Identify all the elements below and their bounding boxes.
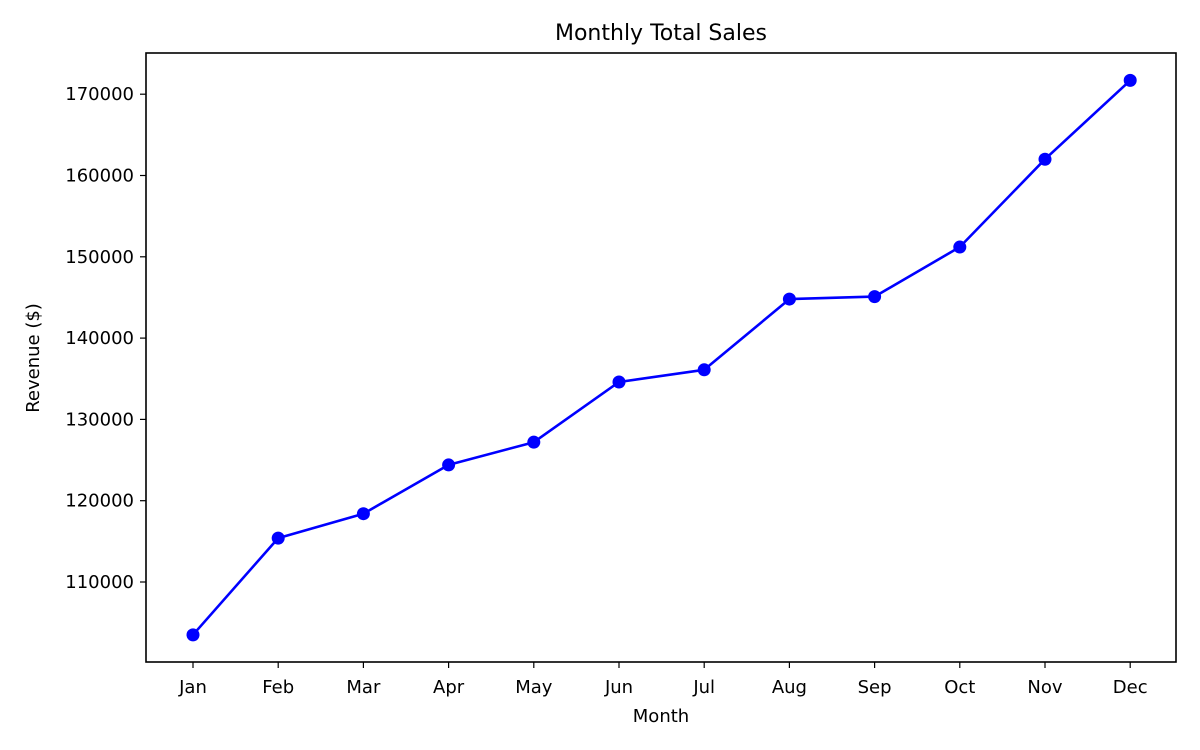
series-line: [192, 79, 1132, 636]
y-tick-label: 140000: [65, 328, 134, 349]
x-tick-label: May: [515, 677, 553, 698]
x-axis: Jan Feb Mar Apr May Jun Jul Aug Sep Oct Nov Dec: [178, 662, 1148, 698]
series-layer: [186, 73, 1137, 642]
data-point: [697, 363, 711, 377]
plot-frame: [145, 52, 1177, 663]
y-axis: 110000 120000 130000 140000 150000 160000 1700…: [65, 84, 146, 593]
chart-title: Monthly Total Sales: [555, 21, 767, 46]
x-tick-label: Jun: [604, 677, 633, 698]
x-tick-label: Oct: [944, 677, 975, 698]
data-point: [1038, 152, 1052, 166]
data-point: [1123, 73, 1137, 87]
x-tick-label: Aug: [772, 677, 807, 698]
x-tick-label: Jan: [178, 677, 207, 698]
x-axis-label: Month: [633, 706, 689, 727]
x-tick-label: Feb: [262, 677, 294, 698]
x-tick-label: Jul: [692, 677, 715, 698]
y-tick-label: 120000: [65, 491, 134, 512]
y-tick-label: 150000: [65, 247, 134, 268]
data-point: [782, 292, 796, 306]
data-point: [612, 375, 626, 389]
x-tick-label: Mar: [346, 677, 381, 698]
data-point: [356, 507, 370, 521]
data-point: [186, 628, 200, 642]
data-point: [527, 435, 541, 449]
plot-area: [145, 52, 1177, 663]
y-tick-label: 130000: [65, 409, 134, 430]
data-point: [953, 240, 967, 254]
y-axis-label: Revenue ($): [23, 303, 44, 413]
data-point: [868, 290, 882, 304]
x-tick-label: Sep: [858, 677, 892, 698]
x-tick-label: Apr: [433, 677, 465, 698]
data-point: [271, 531, 285, 545]
y-tick-label: 160000: [65, 166, 134, 187]
x-tick-label: Dec: [1113, 677, 1148, 698]
x-tick-label: Nov: [1027, 677, 1062, 698]
y-tick-label: 170000: [65, 84, 134, 105]
y-tick-label: 110000: [65, 572, 134, 593]
data-point: [442, 458, 456, 472]
